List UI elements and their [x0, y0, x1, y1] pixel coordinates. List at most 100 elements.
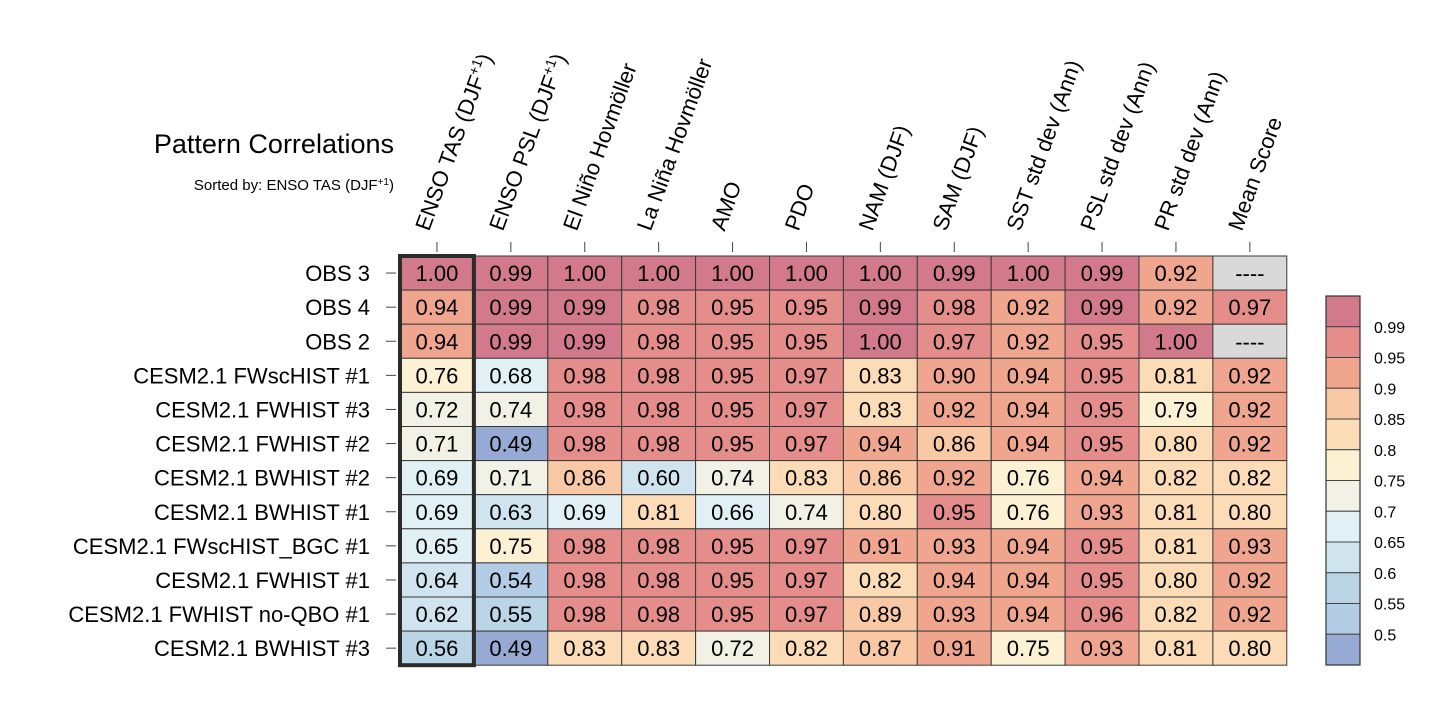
- cell-value-label: 0.89: [859, 602, 902, 627]
- cell-value-label: 0.95: [711, 432, 754, 457]
- heatmap-cell: [695, 630, 770, 666]
- heatmap-cell: [621, 289, 697, 325]
- heatmap-cell: [769, 323, 844, 359]
- colorbar-bin: [1325, 510, 1361, 543]
- column-label: El Niño Hovmöller: [558, 60, 642, 234]
- heatmap-cell: [769, 289, 844, 325]
- cell-value-label: 0.98: [933, 295, 976, 320]
- row-label: OBS 2: [305, 329, 370, 354]
- cell-value-label: 0.68: [489, 363, 532, 388]
- cell-value-label: 1.00: [1007, 261, 1050, 286]
- cell-value-label: 0.66: [711, 500, 754, 525]
- heatmap-cell: [547, 255, 623, 291]
- heatmap-cell: [547, 596, 623, 632]
- cell-value-label: 0.98: [637, 397, 680, 422]
- chart-title: Pattern Correlations: [154, 129, 394, 159]
- row-label: CESM2.1 FWscHIST_BGC #1: [73, 534, 370, 559]
- cell-value-label: 0.56: [416, 636, 459, 661]
- cell-value-label: 0.82: [1155, 602, 1198, 627]
- heatmap-cell: [990, 494, 1066, 530]
- cell-value-label: 0.60: [637, 466, 680, 491]
- heatmap-cell: [1064, 255, 1140, 291]
- heatmap-cell: [695, 460, 770, 496]
- heatmap-cell: [769, 255, 844, 291]
- cell-value-label: 0.63: [489, 500, 532, 525]
- cell-value-label: 0.76: [1007, 500, 1050, 525]
- cell-value-label: 0.80: [1155, 432, 1198, 457]
- cell-value-label: 0.81: [637, 500, 680, 525]
- heatmap-cell: [1138, 426, 1214, 462]
- cell-value-label: 0.99: [489, 329, 532, 354]
- heatmap-cell: [473, 528, 549, 564]
- cell-value-label: 0.92: [1228, 432, 1271, 457]
- cell-value-label: 0.55: [489, 602, 532, 627]
- row-label: CESM2.1 BWHIST #2: [154, 466, 370, 491]
- cell-value-label: 0.95: [711, 534, 754, 559]
- heatmap-cell: [916, 255, 992, 291]
- cell-value-label: 0.99: [933, 261, 976, 286]
- row-label: CESM2.1 FWHIST #2: [155, 432, 370, 457]
- heatmap-cell: [1138, 357, 1214, 393]
- heatmap-cell: [842, 596, 918, 632]
- cell-value-label: 1.00: [1155, 329, 1198, 354]
- heatmap-cell: [990, 357, 1066, 393]
- heatmap-cell: [769, 391, 844, 427]
- cell-value-label: 0.82: [1228, 466, 1271, 491]
- cell-value-label: 0.49: [489, 636, 532, 661]
- heatmap-cell: [769, 528, 844, 564]
- heatmap-cell: [1212, 596, 1288, 632]
- colorbar-bin: [1325, 480, 1361, 512]
- cell-value-label: 0.94: [416, 329, 459, 354]
- heatmap-cell: [1212, 426, 1288, 462]
- heatmap-cell: [695, 289, 770, 325]
- cell-value-label: 0.92: [1155, 261, 1198, 286]
- heatmap-cell: [990, 323, 1066, 359]
- heatmap-cell: [473, 323, 549, 359]
- colorbar-bin: [1325, 541, 1361, 574]
- heatmap-cell: [990, 391, 1066, 427]
- heatmap-cell: [990, 596, 1066, 632]
- row-label: OBS 3: [305, 261, 370, 286]
- cell-value-label: 0.94: [1007, 432, 1050, 457]
- cell-value-label: 0.83: [859, 363, 902, 388]
- cell-value-label: 0.99: [489, 295, 532, 320]
- heatmap-cell: [399, 562, 475, 598]
- cell-value-label: 0.83: [859, 397, 902, 422]
- cell-value-label: 0.92: [1007, 329, 1050, 354]
- row-label: CESM2.1 FWHIST #1: [155, 568, 370, 593]
- cell-value-label: 0.94: [1007, 363, 1050, 388]
- colorbar-tick-label: 0.9: [1374, 381, 1396, 398]
- cell-value-label: 0.95: [785, 295, 828, 320]
- cell-value-label: 1.00: [785, 261, 828, 286]
- heatmap-cell: [1212, 323, 1288, 359]
- row-label: CESM2.1 BWHIST #3: [154, 636, 370, 661]
- heatmap-cell: [1212, 562, 1288, 598]
- colorbar-tick-label: 0.7: [1374, 504, 1396, 521]
- cell-value-label: 0.79: [1155, 397, 1198, 422]
- cell-value-label: 0.87: [859, 636, 902, 661]
- cell-value-label: 0.95: [933, 500, 976, 525]
- colorbar-tick-label: 0.99: [1374, 320, 1405, 337]
- heatmap-cell: [621, 391, 697, 427]
- cell-value-label: 0.83: [637, 636, 680, 661]
- cell-value-label: ----: [1235, 261, 1264, 286]
- cell-value-label: 0.74: [785, 500, 828, 525]
- column-label: ENSO PSL (DJF+1): [483, 50, 571, 234]
- heatmap-cell: [399, 630, 475, 666]
- cell-value-label: 0.98: [637, 432, 680, 457]
- heatmap-cell: [842, 562, 918, 598]
- column-label: Mean Score: [1223, 114, 1287, 234]
- heatmap-cell: [1212, 391, 1288, 427]
- cell-value-label: 0.98: [563, 534, 606, 559]
- cell-value-label: 0.95: [1081, 397, 1124, 422]
- cell-value-label: 0.92: [1228, 568, 1271, 593]
- column-label: PR std dev (Ann): [1149, 68, 1230, 234]
- cell-value-label: 0.92: [1155, 295, 1198, 320]
- cell-value-label: 0.93: [933, 534, 976, 559]
- cell-value-label: 0.95: [1081, 363, 1124, 388]
- cell-value-label: 0.98: [637, 295, 680, 320]
- cell-value-label: 0.94: [933, 568, 976, 593]
- heatmap-cell: [990, 562, 1066, 598]
- cell-value-label: 0.98: [637, 568, 680, 593]
- cell-value-label: 0.86: [933, 432, 976, 457]
